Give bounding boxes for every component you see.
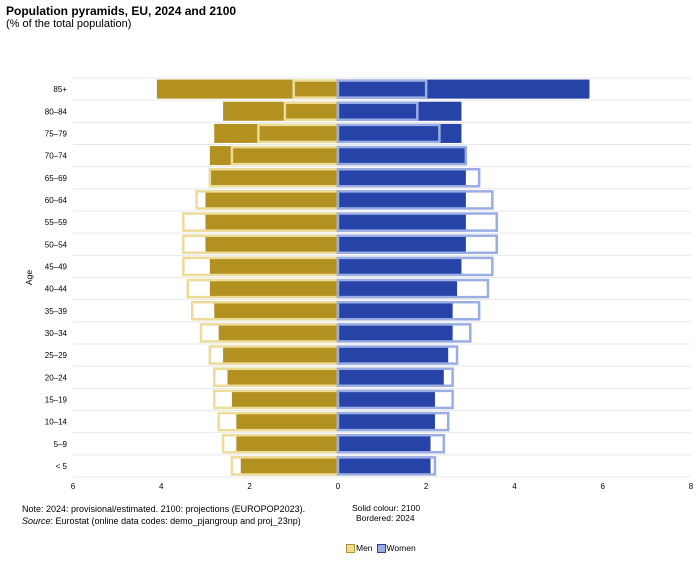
bar-men-2100 — [209, 168, 338, 188]
chart-title: Population pyramids, EU, 2024 and 2100 — [6, 4, 237, 18]
bar-women-2024 — [336, 389, 454, 410]
encoding-solid: Solid colour: 2100 — [352, 503, 421, 513]
x-tick-label: 8 — [689, 482, 694, 491]
chart-subtitle: (% of the total population) — [6, 18, 132, 30]
age-tick-label: 25–29 — [45, 351, 68, 360]
encoding-explanation: Solid colour: 2100 Bordered: 2024 — [352, 503, 420, 523]
bar-women-2100 — [337, 79, 590, 99]
age-tick-label: 50–54 — [45, 240, 68, 249]
legend-label-men: Men — [356, 543, 373, 553]
age-tick-label: 30–34 — [45, 329, 68, 338]
age-tick-label: 65–69 — [45, 174, 68, 183]
bar-men-2100 — [214, 301, 338, 321]
age-tick-label: 85+ — [53, 85, 67, 94]
bar-men-2100 — [223, 345, 338, 365]
bar-women-2100 — [337, 323, 453, 343]
bar-men-2100 — [227, 367, 338, 387]
age-tick-label: 40–44 — [45, 285, 68, 294]
legend-swatch-men — [346, 543, 355, 553]
age-tick-label: 75–79 — [45, 129, 68, 138]
bar-women-2024 — [336, 101, 419, 122]
bar-women-2024 — [336, 367, 454, 388]
bar-women-2024 — [336, 433, 446, 454]
bar-women-2100 — [337, 123, 462, 143]
legend-label-women: Women — [386, 543, 416, 553]
bar-women-2024 — [336, 323, 472, 343]
bar-women-2024 — [336, 256, 494, 277]
bar-men-2100 — [231, 389, 338, 409]
bar-women-2024 — [336, 234, 499, 255]
x-tick-label: 6 — [71, 482, 76, 491]
bar-women-2100 — [337, 389, 435, 409]
bar-women-2024 — [336, 123, 441, 144]
x-tick-label: 6 — [600, 482, 605, 491]
note-line: Note: 2024: provisional/estimated. 2100:… — [22, 504, 306, 514]
bar-men-2100 — [205, 234, 338, 254]
bar-women-2024 — [336, 345, 459, 365]
source-label: Source — [22, 516, 51, 526]
bar-women-2100 — [337, 345, 449, 365]
bar-men-2100 — [205, 212, 338, 232]
x-tick-label: 0 — [336, 482, 341, 491]
legend-item-men: Men — [346, 543, 373, 553]
bar-women-2100 — [337, 256, 462, 276]
x-tick-label: 2 — [424, 482, 429, 491]
x-tick-label: 4 — [159, 482, 164, 491]
bar-women-2024 — [336, 167, 481, 188]
bar-men-2100 — [218, 323, 338, 343]
encoding-bordered: Bordered: 2024 — [356, 513, 415, 523]
bar-women-2100 — [337, 279, 458, 299]
bar-men-2100 — [209, 256, 338, 276]
bar-men-2100 — [240, 456, 338, 476]
bar-men-2100 — [236, 412, 338, 432]
y-axis-title: Age — [24, 270, 34, 285]
age-tick-label: 45–49 — [45, 262, 68, 271]
bar-women-2100 — [337, 168, 466, 188]
bar-women-2024 — [336, 278, 490, 299]
age-tick-label: 10–14 — [45, 418, 68, 427]
bar-men-2100 — [214, 123, 338, 143]
bar-women-2024 — [336, 212, 499, 232]
x-tick-label: 4 — [512, 482, 517, 491]
bar-women-2024 — [336, 190, 494, 210]
chart-note: Note: 2024: provisional/estimated. 2100:… — [22, 503, 305, 527]
source-text: : Eurostat (online data codes: demo_pjan… — [50, 516, 301, 526]
bar-men-2100 — [156, 79, 338, 99]
legend-swatch-women — [376, 543, 386, 553]
bar-women-2100 — [337, 456, 431, 476]
age-tick-label: < 5 — [56, 462, 68, 471]
bar-women-2100 — [337, 367, 444, 387]
age-tick-label: 70–74 — [45, 152, 68, 161]
bar-men-2100 — [223, 101, 338, 121]
bar-women-2100 — [337, 101, 462, 121]
age-tick-label: 20–24 — [45, 373, 68, 382]
chart-legend: Men Women — [346, 543, 418, 553]
age-tick-label: 5–9 — [54, 440, 68, 449]
bar-women-2100 — [337, 190, 466, 210]
bar-women-2024 — [336, 145, 468, 166]
age-tick-label: 15–19 — [45, 395, 68, 404]
bar-men-2100 — [209, 279, 338, 299]
x-tick-label: 2 — [247, 482, 252, 491]
bar-women-2100 — [337, 434, 431, 454]
bar-women-2100 — [337, 412, 435, 432]
bar-women-2024 — [336, 79, 428, 99]
source-line: Source: Eurostat (online data codes: dem… — [22, 515, 305, 527]
bar-women-2024 — [336, 300, 481, 321]
population-pyramid-chart: Age 85+ 80–84 75–79 70–74 65–69 60–64 55–59 50–5… — [24, 77, 694, 491]
bar-women-2100 — [337, 234, 466, 254]
bar-men-2100 — [209, 146, 338, 166]
age-tick-label: 60–64 — [45, 196, 68, 205]
bar-women-2100 — [337, 146, 466, 166]
bar-women-2100 — [337, 301, 453, 321]
legend-item-women: Women — [376, 543, 416, 553]
age-tick-label: 35–39 — [45, 307, 68, 316]
bar-men-2100 — [205, 190, 338, 210]
bar-men-2100 — [236, 434, 338, 454]
bar-women-2024 — [336, 411, 450, 432]
age-tick-label: 80–84 — [45, 107, 68, 116]
bar-women-2024 — [336, 456, 437, 476]
bar-women-2100 — [337, 212, 466, 232]
age-tick-label: 55–59 — [45, 218, 68, 227]
